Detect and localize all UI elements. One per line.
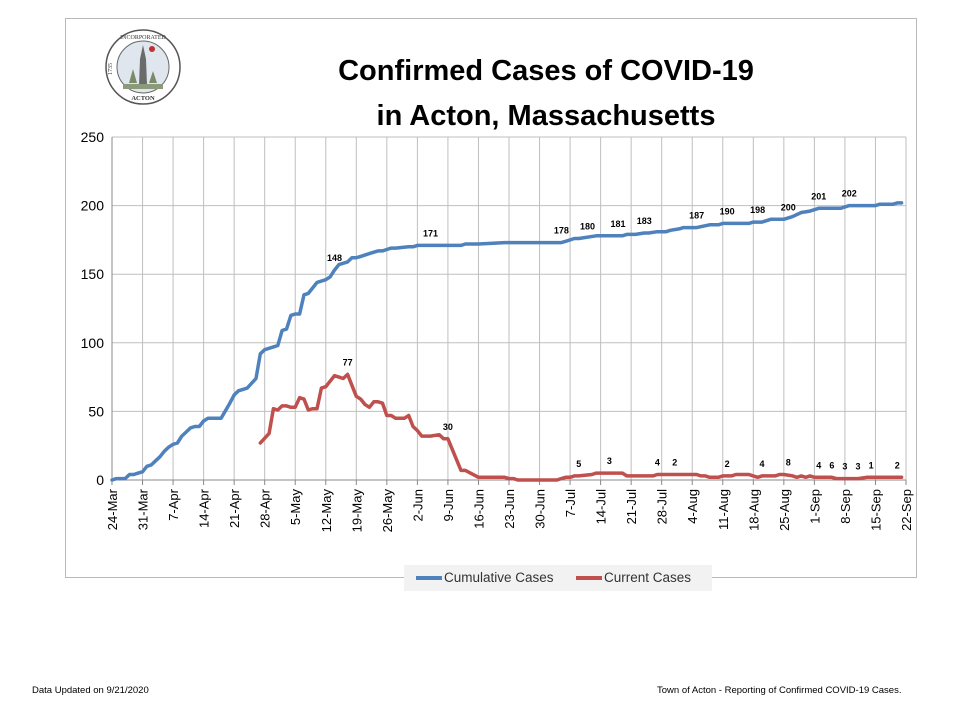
legend-item-current: Current Cases	[576, 570, 691, 585]
x-tick-label: 22-Sep	[899, 489, 914, 531]
current-data-label: 30	[443, 422, 453, 432]
footer-data-updated: Data Updated on 9/21/2020	[32, 685, 149, 696]
x-tick-label: 11-Aug	[716, 489, 731, 530]
seal-ground	[123, 84, 163, 89]
cumulative-data-label: 171	[423, 228, 438, 238]
seal-text-top: INCORPORATED	[120, 35, 166, 41]
x-tick-label: 5-May	[288, 489, 303, 526]
current-data-label: 3	[607, 456, 612, 466]
legend: Cumulative Cases Current Cases	[404, 565, 712, 591]
current-data-label: 4	[760, 459, 765, 469]
cumulative-data-label: 200	[781, 202, 796, 212]
chart-frame: INCORPORATED 1735 ACTON 0 50 100 150 200 250 2…	[65, 18, 917, 591]
x-tick-label: 23-Jun	[502, 489, 517, 529]
cumulative-data-label: 178	[554, 226, 569, 236]
seal-monument	[139, 45, 147, 85]
x-tick-label: 9-Jun	[441, 489, 456, 522]
cumulative-data-label: 181	[611, 219, 626, 229]
cumulative-cases-line	[110, 201, 904, 482]
x-tick-label: 31-Mar	[136, 488, 151, 530]
current-data-label: 1	[869, 460, 874, 470]
current-data-label: 2	[725, 459, 730, 469]
acton-town-seal: INCORPORATED 1735 ACTON	[105, 29, 181, 105]
legend-item-cumulative: Cumulative Cases	[416, 570, 554, 585]
cumulative-data-label: 190	[720, 206, 735, 216]
x-tick-label: 19-May	[349, 489, 364, 533]
current-data-label: 4	[655, 458, 660, 468]
x-tick-label: 21-Apr	[227, 488, 242, 528]
legend-label-cumulative: Cumulative Cases	[444, 570, 554, 585]
chart-title-line2: in Acton, Massachusetts	[376, 100, 716, 132]
x-tick-label: 24-Mar	[105, 488, 120, 530]
seal-text-left: 1735	[108, 63, 114, 75]
x-tick-label: 28-Apr	[258, 488, 273, 528]
y-tick-label: 50	[88, 403, 104, 419]
current-data-label: 5	[576, 459, 581, 469]
current-data-label: 3	[842, 462, 847, 472]
current-data-label: 6	[829, 460, 834, 470]
current-data-label: 2	[672, 458, 677, 468]
current-data-label: 8	[786, 458, 791, 468]
chart-title-line1: Confirmed Cases of COVID-19	[338, 55, 754, 87]
legend-swatch-current	[576, 576, 602, 581]
x-tick-label: 21-Jul	[624, 489, 639, 525]
x-tick-label: 26-May	[380, 489, 395, 533]
x-tick-label: 18-Aug	[746, 489, 761, 531]
current-data-label: 2	[895, 460, 900, 470]
seal-red-dot	[149, 46, 155, 52]
cumulative-data-label: 183	[637, 216, 652, 226]
cumulative-data-label: 180	[580, 222, 595, 232]
cumulative-data-label: 202	[842, 189, 857, 199]
y-tick-label: 250	[81, 129, 105, 145]
x-tick-label: 7-Jul	[563, 489, 578, 517]
x-tick-label: 12-May	[319, 489, 334, 533]
x-tick-label: 4-Aug	[685, 489, 700, 524]
cumulative-data-label: 201	[811, 191, 826, 201]
y-tick-label: 200	[81, 198, 105, 214]
legend-label-current: Current Cases	[604, 570, 692, 585]
seal-tree-left	[129, 69, 137, 83]
y-tick-label: 100	[81, 335, 105, 351]
x-tick-label: 14-Apr	[197, 488, 212, 528]
x-tick-label: 30-Jun	[533, 489, 548, 529]
y-tick-label: 0	[96, 472, 104, 488]
current-cases-line	[258, 372, 904, 482]
cumulative-data-label: 198	[750, 205, 765, 215]
cumulative-data-label: 187	[689, 211, 704, 221]
x-tick-label: 8-Sep	[838, 489, 853, 524]
y-tick-label: 150	[81, 266, 105, 282]
x-tick-label: 28-Jul	[655, 489, 670, 525]
seal-text-bottom: ACTON	[131, 95, 155, 102]
seal-tree-right	[149, 71, 157, 83]
current-data-label: 3	[856, 462, 861, 472]
footer-source: Town of Acton - Reporting of Confirmed C…	[657, 685, 902, 696]
x-tick-label: 16-Jun	[471, 489, 486, 529]
x-tick-label: 2-Jun	[410, 489, 425, 522]
x-tick-label: 25-Aug	[777, 489, 792, 531]
x-tick-label: 15-Sep	[868, 489, 883, 531]
current-data-label: 77	[343, 357, 353, 367]
cumulative-data-label: 148	[327, 253, 342, 263]
chart-svg: INCORPORATED 1735 ACTON 0 50 100 150 200 250 2…	[81, 29, 914, 532]
x-tick-label: 7-Apr	[166, 488, 181, 520]
legend-swatch-cumulative	[416, 576, 442, 581]
x-tick-label: 1-Sep	[807, 489, 822, 524]
x-tick-label: 14-Jul	[594, 489, 609, 525]
current-data-label: 4	[816, 460, 821, 470]
